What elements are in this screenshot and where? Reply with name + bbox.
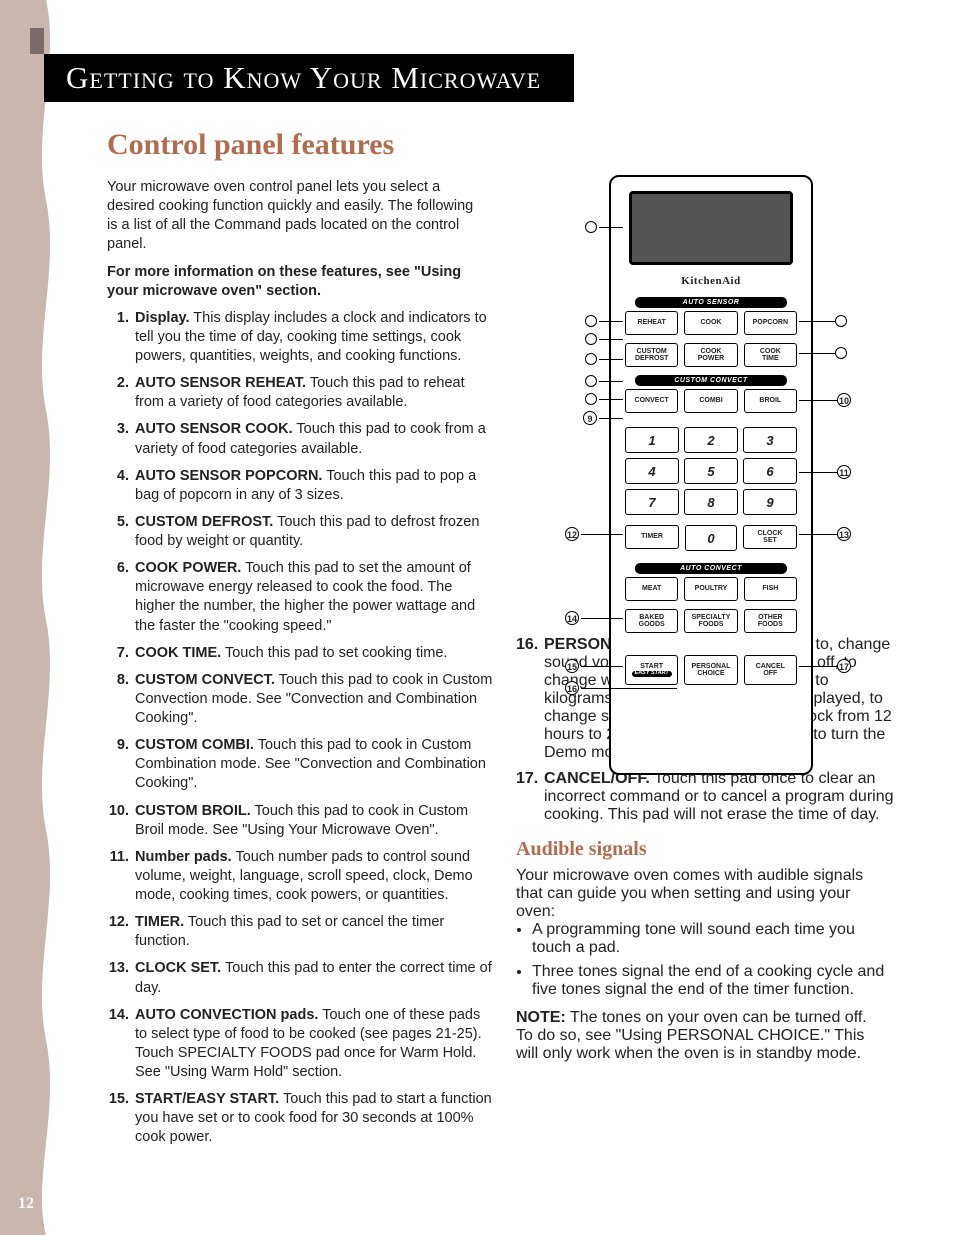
panel-button: TIMER	[625, 525, 679, 549]
row-auto-sensor: REHEATCOOK POPCORN	[625, 311, 797, 335]
panel-button: CONVECT	[625, 389, 678, 413]
callout-11: 11	[837, 465, 851, 479]
panel-button: BAKEDGOODS	[625, 609, 678, 633]
callout-12: 12	[565, 527, 579, 541]
keypad-key: 1	[625, 427, 679, 453]
keypad-key: 6	[743, 458, 797, 484]
feature-item: 13.CLOCK SET. Touch this pad to enter th…	[107, 959, 493, 997]
feature-item: 4.AUTO SENSOR POPCORN. Touch this pad to…	[107, 467, 493, 505]
feature-item: 12.TIMER. Touch this pad to set or cance…	[107, 913, 493, 951]
subheading-audible: Audible signals	[516, 838, 886, 861]
feature-item: 8.CUSTOM CONVECT. Touch this pad to cook…	[107, 671, 493, 728]
number-keypad: 123 456 789	[625, 427, 797, 515]
keypad-key: 2	[684, 427, 738, 453]
panel-button: REHEAT	[625, 311, 678, 335]
callout-14: 14	[565, 611, 579, 625]
panel-button: OTHERFOODS	[744, 609, 797, 633]
feature-item: 9.CUSTOM COMBI. Touch this pad to cook i…	[107, 736, 493, 793]
panel-button: COOKPOWER	[684, 343, 737, 367]
panel-outline: KitchenAid AUTO SENSOR REHEATCOOK POPCORN…	[609, 175, 813, 775]
panel-display	[629, 191, 793, 265]
left-margin-wave	[0, 0, 78, 1235]
callout-16: 16	[565, 681, 579, 695]
callout-9: 9	[583, 411, 597, 425]
callout-13: 13	[837, 527, 851, 541]
audible-bullets: A programming tone will sound each time …	[516, 921, 886, 999]
panel-button: FISH	[744, 577, 797, 601]
panel-button: STARTEASY START	[625, 655, 678, 685]
audible-bullet: A programming tone will sound each time …	[532, 921, 886, 957]
page-title-banner: Getting to Know Your Microwave Oven	[44, 54, 574, 102]
row-custom-convect: CONVECTCOMBI BROIL	[625, 389, 797, 413]
keypad-key: 9	[743, 489, 797, 515]
panel-brand: KitchenAid	[611, 275, 811, 287]
audible-intro: Your microwave oven comes with audible s…	[516, 867, 886, 921]
feature-item: 11.Number pads. Touch number pads to con…	[107, 848, 493, 905]
keypad-key-0: 0	[685, 525, 737, 551]
keypad-key: 8	[684, 489, 738, 515]
keypad-key: 3	[743, 427, 797, 453]
panel-button: PERSONALCHOICE	[684, 655, 737, 685]
feature-item: 1.Display. This display includes a clock…	[107, 309, 493, 366]
feature-item: 6.COOK POWER. Touch this pad to set the …	[107, 559, 493, 636]
keypad-key: 7	[625, 489, 679, 515]
keypad-key: 4	[625, 458, 679, 484]
audible-note: NOTE: The tones on your oven can be turn…	[516, 1009, 886, 1063]
row-auto-convect-2: BAKEDGOODSSPECIALTYFOODS OTHERFOODS	[625, 609, 797, 633]
callout-17: 17	[837, 659, 851, 673]
panel-button: MEAT	[625, 577, 678, 601]
keypad-key: 5	[684, 458, 738, 484]
feature-item: 3.AUTO SENSOR COOK. Touch this pad to co…	[107, 420, 493, 458]
panel-button: COMBI	[684, 389, 737, 413]
feature-item: 5.CUSTOM DEFROST. Touch this pad to defr…	[107, 513, 493, 551]
audible-bullet: Three tones signal the end of a cooking …	[532, 963, 886, 999]
row-cook: CUSTOMDEFROSTCOOKPOWER COOKTIME	[625, 343, 797, 367]
panel-button: CLOCKSET	[743, 525, 797, 549]
panel-button: SPECIALTYFOODS	[684, 609, 737, 633]
panel-button: BROIL	[744, 389, 797, 413]
panel-button: POPCORN	[744, 311, 797, 335]
intro-paragraph: Your microwave oven control panel lets y…	[107, 178, 477, 255]
row-auto-convect-1: MEATPOULTRY FISH	[625, 577, 797, 601]
feature-item: 10.CUSTOM BROIL. Touch this pad to cook …	[107, 802, 493, 840]
panel-button: COOK	[684, 311, 737, 335]
row-start-cancel: STARTEASY STARTPERSONALCHOICECANCELOFF	[625, 655, 797, 685]
panel-button: COOKTIME	[744, 343, 797, 367]
row-timer-clock: TIMER0CLOCKSET	[625, 525, 797, 549]
label-auto-convect: AUTO CONVECT	[635, 563, 787, 574]
label-auto-sensor: AUTO SENSOR	[635, 297, 787, 308]
control-panel-diagram: KitchenAid AUTO SENSOR REHEATCOOK POPCORN…	[555, 175, 875, 785]
feature-list: 1.Display. This display includes a clock…	[107, 309, 493, 1148]
page-number: 12	[18, 1195, 34, 1213]
feature-item: 14.AUTO CONVECTION pads. Touch one of th…	[107, 1006, 493, 1083]
feature-item: 15.START/EASY START. Touch this pad to s…	[107, 1090, 493, 1147]
section-heading: Control panel features	[107, 128, 394, 162]
intro-cross-ref: For more information on these features, …	[107, 263, 477, 301]
panel-button: CUSTOMDEFROST	[625, 343, 678, 367]
panel-button: POULTRY	[684, 577, 737, 601]
panel-button: CANCELOFF	[744, 655, 797, 685]
callout-10: 10	[837, 393, 851, 407]
feature-item: 7.COOK TIME. Touch this pad to set cooki…	[107, 644, 493, 663]
callout-15: 15	[565, 659, 579, 673]
label-custom-convect: CUSTOM CONVECT	[635, 375, 787, 386]
feature-item: 2.AUTO SENSOR REHEAT. Touch this pad to …	[107, 374, 493, 412]
